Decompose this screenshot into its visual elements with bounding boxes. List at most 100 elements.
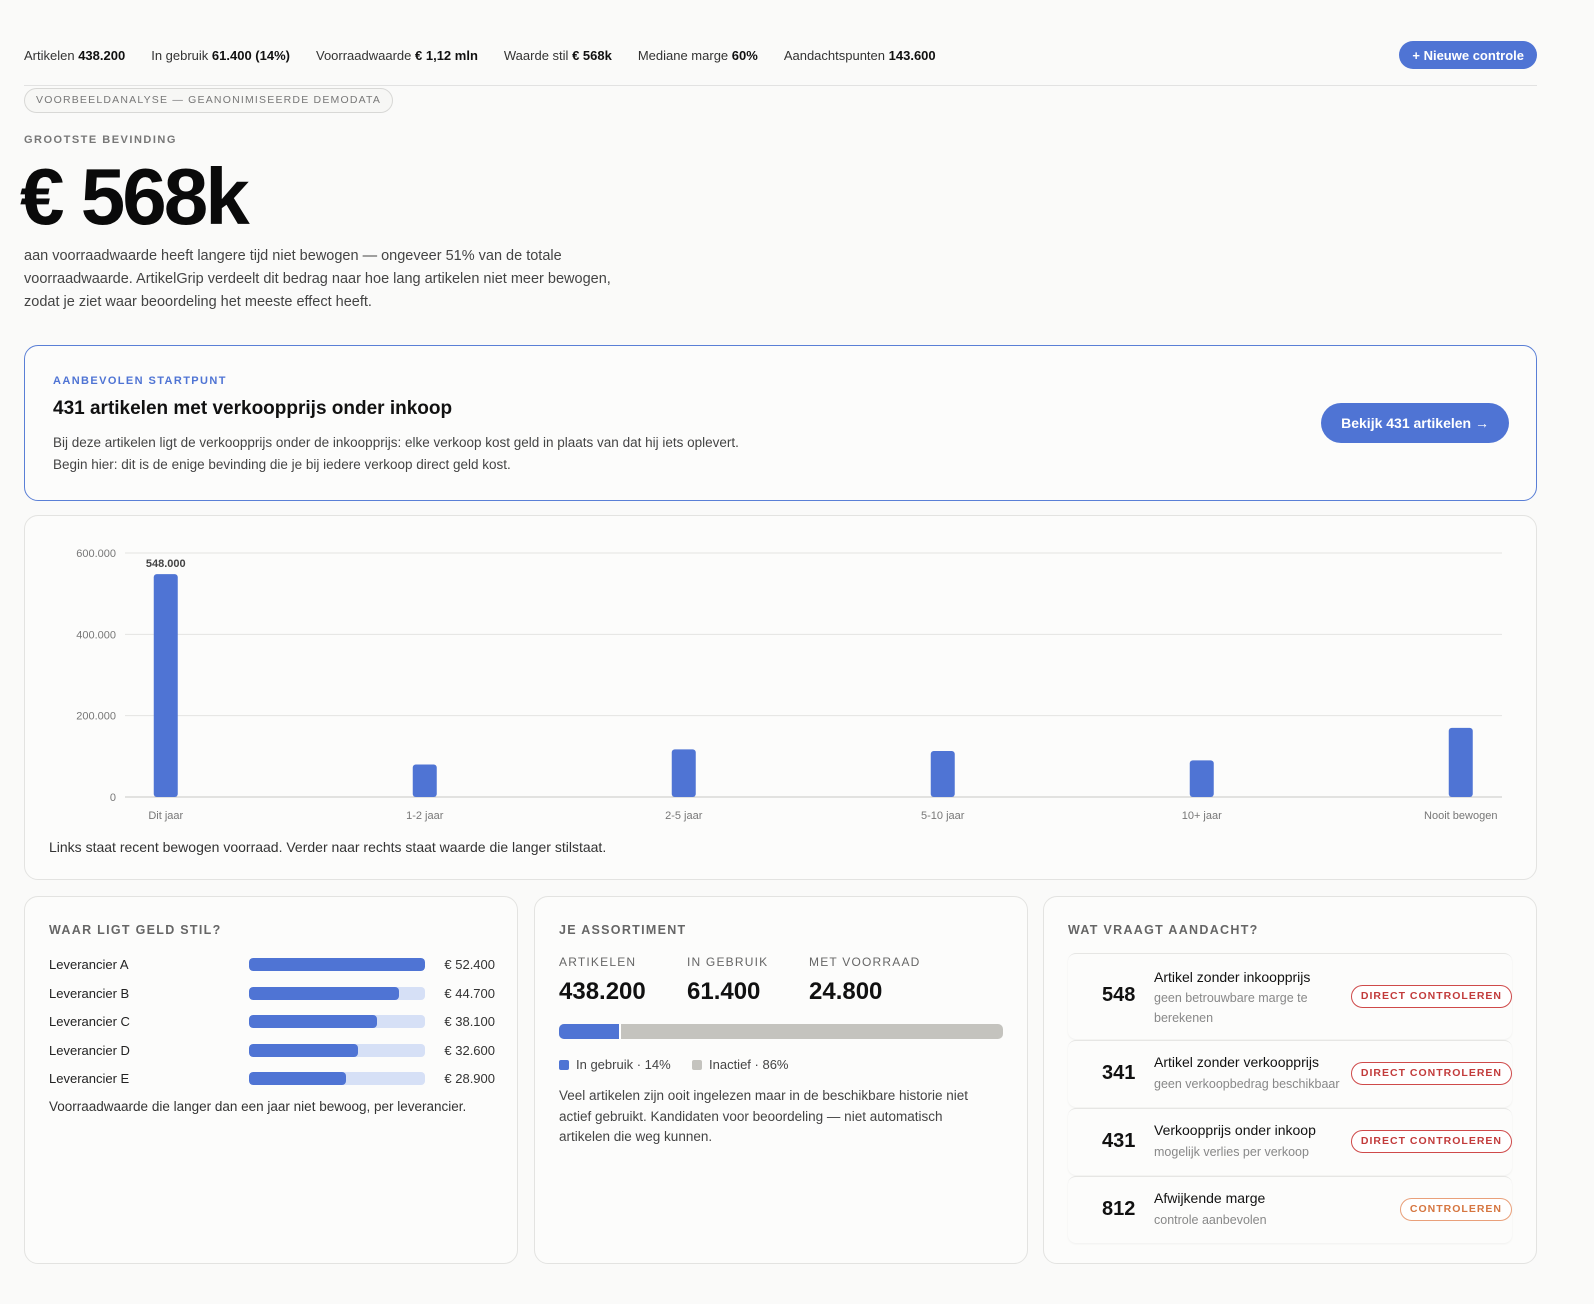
supplier-value: € 52.400 xyxy=(444,957,495,972)
attention-item[interactable]: 548 Artikel zonder inkoopprijs geen betrou… xyxy=(1068,953,1512,1039)
x-tick-label: 2-5 jaar xyxy=(665,810,703,822)
data-label: 548.000 xyxy=(146,558,186,570)
stat-waarde-stil: Waarde stil € 568k xyxy=(503,48,612,63)
y-tick-label: 600.000 xyxy=(76,548,116,560)
supplier-row: Leverancier D € 32.600 xyxy=(49,1040,495,1060)
y-tick-label: 200.000 xyxy=(76,711,116,723)
attention-count: 812 xyxy=(1102,1198,1136,1220)
finding-label: GROOTSTE BEVINDING xyxy=(24,134,177,146)
supplier-value: € 32.600 xyxy=(444,1042,495,1058)
finding-value: € 568k xyxy=(20,152,250,241)
attention-item-title: Verkoopprijs onder inkoop xyxy=(1154,1122,1316,1138)
supplier-bar xyxy=(249,958,425,971)
stale-value-chart-card: 0 200.000 400.000 600.000 Dit jaar 548.000 1-2… xyxy=(24,515,1537,880)
usage-bar xyxy=(559,1024,1003,1039)
chart-bar xyxy=(1448,727,1473,797)
supplier-name: Leverancier E xyxy=(49,1071,130,1087)
legend-inactive: Inactief · 86% xyxy=(692,1057,789,1072)
supplier-value: € 44.700 xyxy=(444,985,495,1001)
new-check-button[interactable]: + Nieuwe controle xyxy=(1399,41,1537,69)
supplier-bar-fill xyxy=(249,1015,377,1029)
suppliers-title: WAAR LIGT GELD STIL? xyxy=(49,923,222,937)
x-tick-label: Nooit bewogen xyxy=(1424,810,1497,822)
x-tick-label: 1-2 jaar xyxy=(406,810,444,822)
chart-bar xyxy=(930,751,955,797)
assortment-description: Veel artikelen zijn ooit ingelezen maar … xyxy=(559,1088,968,1144)
attention-count: 431 xyxy=(1102,1130,1136,1152)
attention-item-subtitle: geen betrouwbare marge te berekenen xyxy=(1154,991,1308,1025)
attention-item[interactable]: 341 Artikel zonder verkoopprijs geen verko… xyxy=(1068,1040,1512,1107)
chart-bar xyxy=(671,749,696,797)
stat-value: 61.400 xyxy=(687,978,761,1005)
chart-bar xyxy=(1189,760,1214,797)
supplier-name: Leverancier A xyxy=(49,957,129,972)
attention-item-title: Artikel zonder verkoopprijs xyxy=(1154,1054,1319,1070)
y-tick-label: 400.000 xyxy=(76,629,116,641)
supplier-bar xyxy=(249,1043,425,1057)
attention-item[interactable]: 431 Verkoopprijs onder inkoop mogelijk ver… xyxy=(1068,1108,1512,1175)
attention-item[interactable]: 812 Afwijkende marge controle aanbevolen CO… xyxy=(1068,1176,1512,1243)
supplier-bar xyxy=(249,986,425,1000)
attention-count: 341 xyxy=(1102,1062,1136,1084)
y-tick-label: 0 xyxy=(110,792,116,804)
supplier-row: Leverancier C € 38.100 xyxy=(49,1011,495,1031)
x-tick-label: 10+ jaar xyxy=(1182,810,1222,822)
attention-item-subtitle: geen verkoopbedrag beschikbaar xyxy=(1154,1077,1340,1091)
supplier-row: Leverancier E € 28.900 xyxy=(49,1068,495,1088)
stat-aandachtspunten: Aandachtspunten 143.600 xyxy=(783,48,936,63)
supplier-bar-fill xyxy=(249,1043,359,1057)
attention-badge[interactable]: DIRECT CONTROLEREN xyxy=(1350,1062,1512,1085)
stat-mediane-marge: Mediane marge 60% xyxy=(637,48,758,63)
attention-card: WAT VRAAGT AANDACHT? 548 Artikel zonder i… xyxy=(1043,896,1537,1264)
legend-swatch-inactive xyxy=(692,1059,702,1070)
supplier-value: € 28.900 xyxy=(444,1071,495,1087)
view-articles-button[interactable]: Bekijk 431 artikelen → xyxy=(1321,403,1509,443)
finding-description: aan voorraadwaarde heeft langere tijd ni… xyxy=(24,248,611,310)
stat-in-gebruik: In gebruik 61.400 (14%) xyxy=(151,48,290,63)
attention-item-subtitle: mogelijk verlies per verkoop xyxy=(1154,1145,1309,1159)
start-title: 431 artikelen met verkoopprijs onder ink… xyxy=(53,398,453,419)
supplier-name: Leverancier D xyxy=(49,1042,130,1058)
supplier-row: Leverancier A € 52.400 xyxy=(49,954,495,974)
stat-value: 24.800 xyxy=(809,978,883,1005)
stat-label: IN GEBRUIK xyxy=(687,955,769,969)
stale-value-chart: 0 200.000 400.000 600.000 Dit jaar 548.000 1-2… xyxy=(76,548,1502,822)
supplier-bar xyxy=(249,1015,425,1029)
attention-badge[interactable]: DIRECT CONTROLEREN xyxy=(1350,1130,1512,1153)
stat-label: ARTIKELEN xyxy=(559,955,637,969)
attention-count: 548 xyxy=(1102,984,1136,1006)
supplier-bar xyxy=(249,1072,425,1086)
attention-item-title: Afwijkende marge xyxy=(1154,1190,1266,1206)
start-description: Bij deze artikelen ligt de verkoopprijs … xyxy=(53,435,739,472)
supplier-bar-fill xyxy=(249,958,425,971)
assortment-title: JE ASSORTIMENT xyxy=(559,923,687,937)
stat-label: MET VOORRAAD xyxy=(809,955,921,969)
suppliers-caption: Voorraadwaarde die langer dan een jaar n… xyxy=(49,1099,467,1114)
assortment-stat-artikelen: ARTIKELEN 438.200 xyxy=(559,955,646,1006)
x-tick-label: Dit jaar xyxy=(148,810,183,822)
assortment-card: JE ASSORTIMENT ARTIKELEN 438.200 IN GEBR… xyxy=(534,896,1028,1264)
supplier-name: Leverancier C xyxy=(49,1014,130,1030)
supplier-name: Leverancier B xyxy=(49,985,130,1001)
stat-artikelen: Artikelen 438.200 xyxy=(24,48,126,63)
chart-caption: Links staat recent bewogen voorraad. Ver… xyxy=(49,839,607,855)
stat-voorraadwaarde: Voorraadwaarde € 1,12 mln xyxy=(315,48,478,63)
legend-label: In gebruik · 14% xyxy=(576,1057,671,1072)
chart-bar xyxy=(153,574,178,797)
recommended-start-card: AANBEVOLEN STARTPUNT 431 artikelen met v… xyxy=(24,345,1537,501)
chart-bar xyxy=(412,764,437,797)
attention-item-subtitle: controle aanbevolen xyxy=(1154,1213,1267,1227)
attention-item-title: Artikel zonder inkoopprijs xyxy=(1154,969,1311,985)
x-tick-label: 5-10 jaar xyxy=(921,810,965,822)
legend-label: Inactief · 86% xyxy=(709,1057,789,1072)
legend-in-use: In gebruik · 14% xyxy=(559,1057,671,1072)
demo-badge: VOORBEELDANALYSE — GEANONIMISEERDE DEMOD… xyxy=(24,88,394,113)
supplier-value: € 38.100 xyxy=(444,1014,495,1030)
summary-bar: Artikelen 438.200 In gebruik 61.400 (14%… xyxy=(24,38,1537,86)
attention-badge[interactable]: DIRECT CONTROLEREN xyxy=(1350,985,1512,1008)
supplier-bar-fill xyxy=(249,986,400,1000)
attention-badge[interactable]: CONTROLEREN xyxy=(1399,1198,1512,1221)
attention-title: WAT VRAAGT AANDACHT? xyxy=(1068,923,1259,937)
supplier-bar-fill xyxy=(249,1072,347,1086)
legend-swatch-in-use xyxy=(559,1059,569,1070)
